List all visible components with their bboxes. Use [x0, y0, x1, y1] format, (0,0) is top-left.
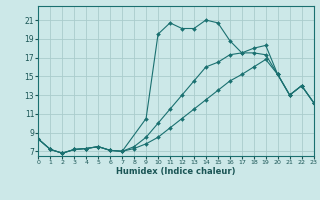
X-axis label: Humidex (Indice chaleur): Humidex (Indice chaleur) — [116, 167, 236, 176]
